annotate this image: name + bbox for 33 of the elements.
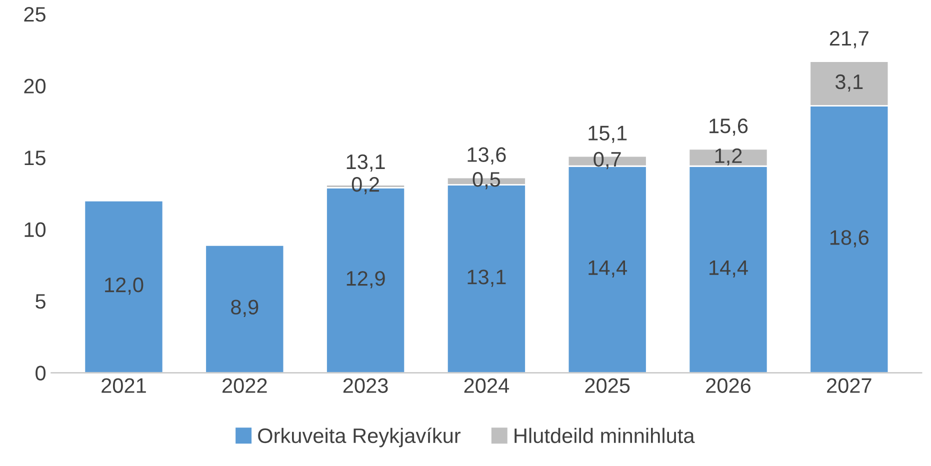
y-tick-label: 0 — [36, 366, 46, 381]
x-tick-label: 2024 — [464, 378, 510, 393]
data-label: 14,4 — [710, 260, 748, 278]
y-tick-label: 25 — [24, 6, 46, 22]
bar — [84, 200, 164, 373]
y-tick-label: 15 — [24, 150, 46, 166]
total-label: 13,6 — [468, 147, 506, 164]
data-label: 8,9 — [231, 300, 258, 317]
y-tick-label: 20 — [24, 78, 46, 94]
total-label: 21,7 — [830, 30, 868, 48]
data-label: 14,4 — [588, 260, 628, 278]
data-label: 12,0 — [105, 278, 144, 295]
x-tick-label: 2023 — [343, 378, 388, 393]
total-label: 15,6 — [710, 118, 748, 136]
legend-label: Orkuveita Reykjavíkur — [258, 428, 461, 448]
bar — [204, 244, 285, 373]
data-label: 13,1 — [468, 270, 506, 287]
y-tick-label: 5 — [36, 294, 46, 309]
x-tick-label: 2021 — [102, 378, 146, 393]
data-label: 12,9 — [346, 271, 385, 288]
total-label: 13,1 — [346, 154, 385, 172]
x-tick-label: 2027 — [827, 378, 872, 393]
data-label: 1,2 — [715, 148, 742, 166]
x-tick-label: 2026 — [706, 378, 751, 393]
legend-label: Hlutdeild minnihluta — [514, 428, 695, 444]
x-tick-label: 2022 — [222, 378, 267, 393]
total-label: 15,1 — [588, 126, 627, 143]
x-tick-label: 2025 — [585, 378, 630, 393]
data-label: 0,5 — [472, 172, 500, 190]
data-label: 18,6 — [830, 230, 869, 248]
data-label: 0,7 — [594, 152, 621, 170]
y-tick-label: 10 — [24, 222, 46, 238]
data-label: 3,1 — [835, 74, 863, 92]
